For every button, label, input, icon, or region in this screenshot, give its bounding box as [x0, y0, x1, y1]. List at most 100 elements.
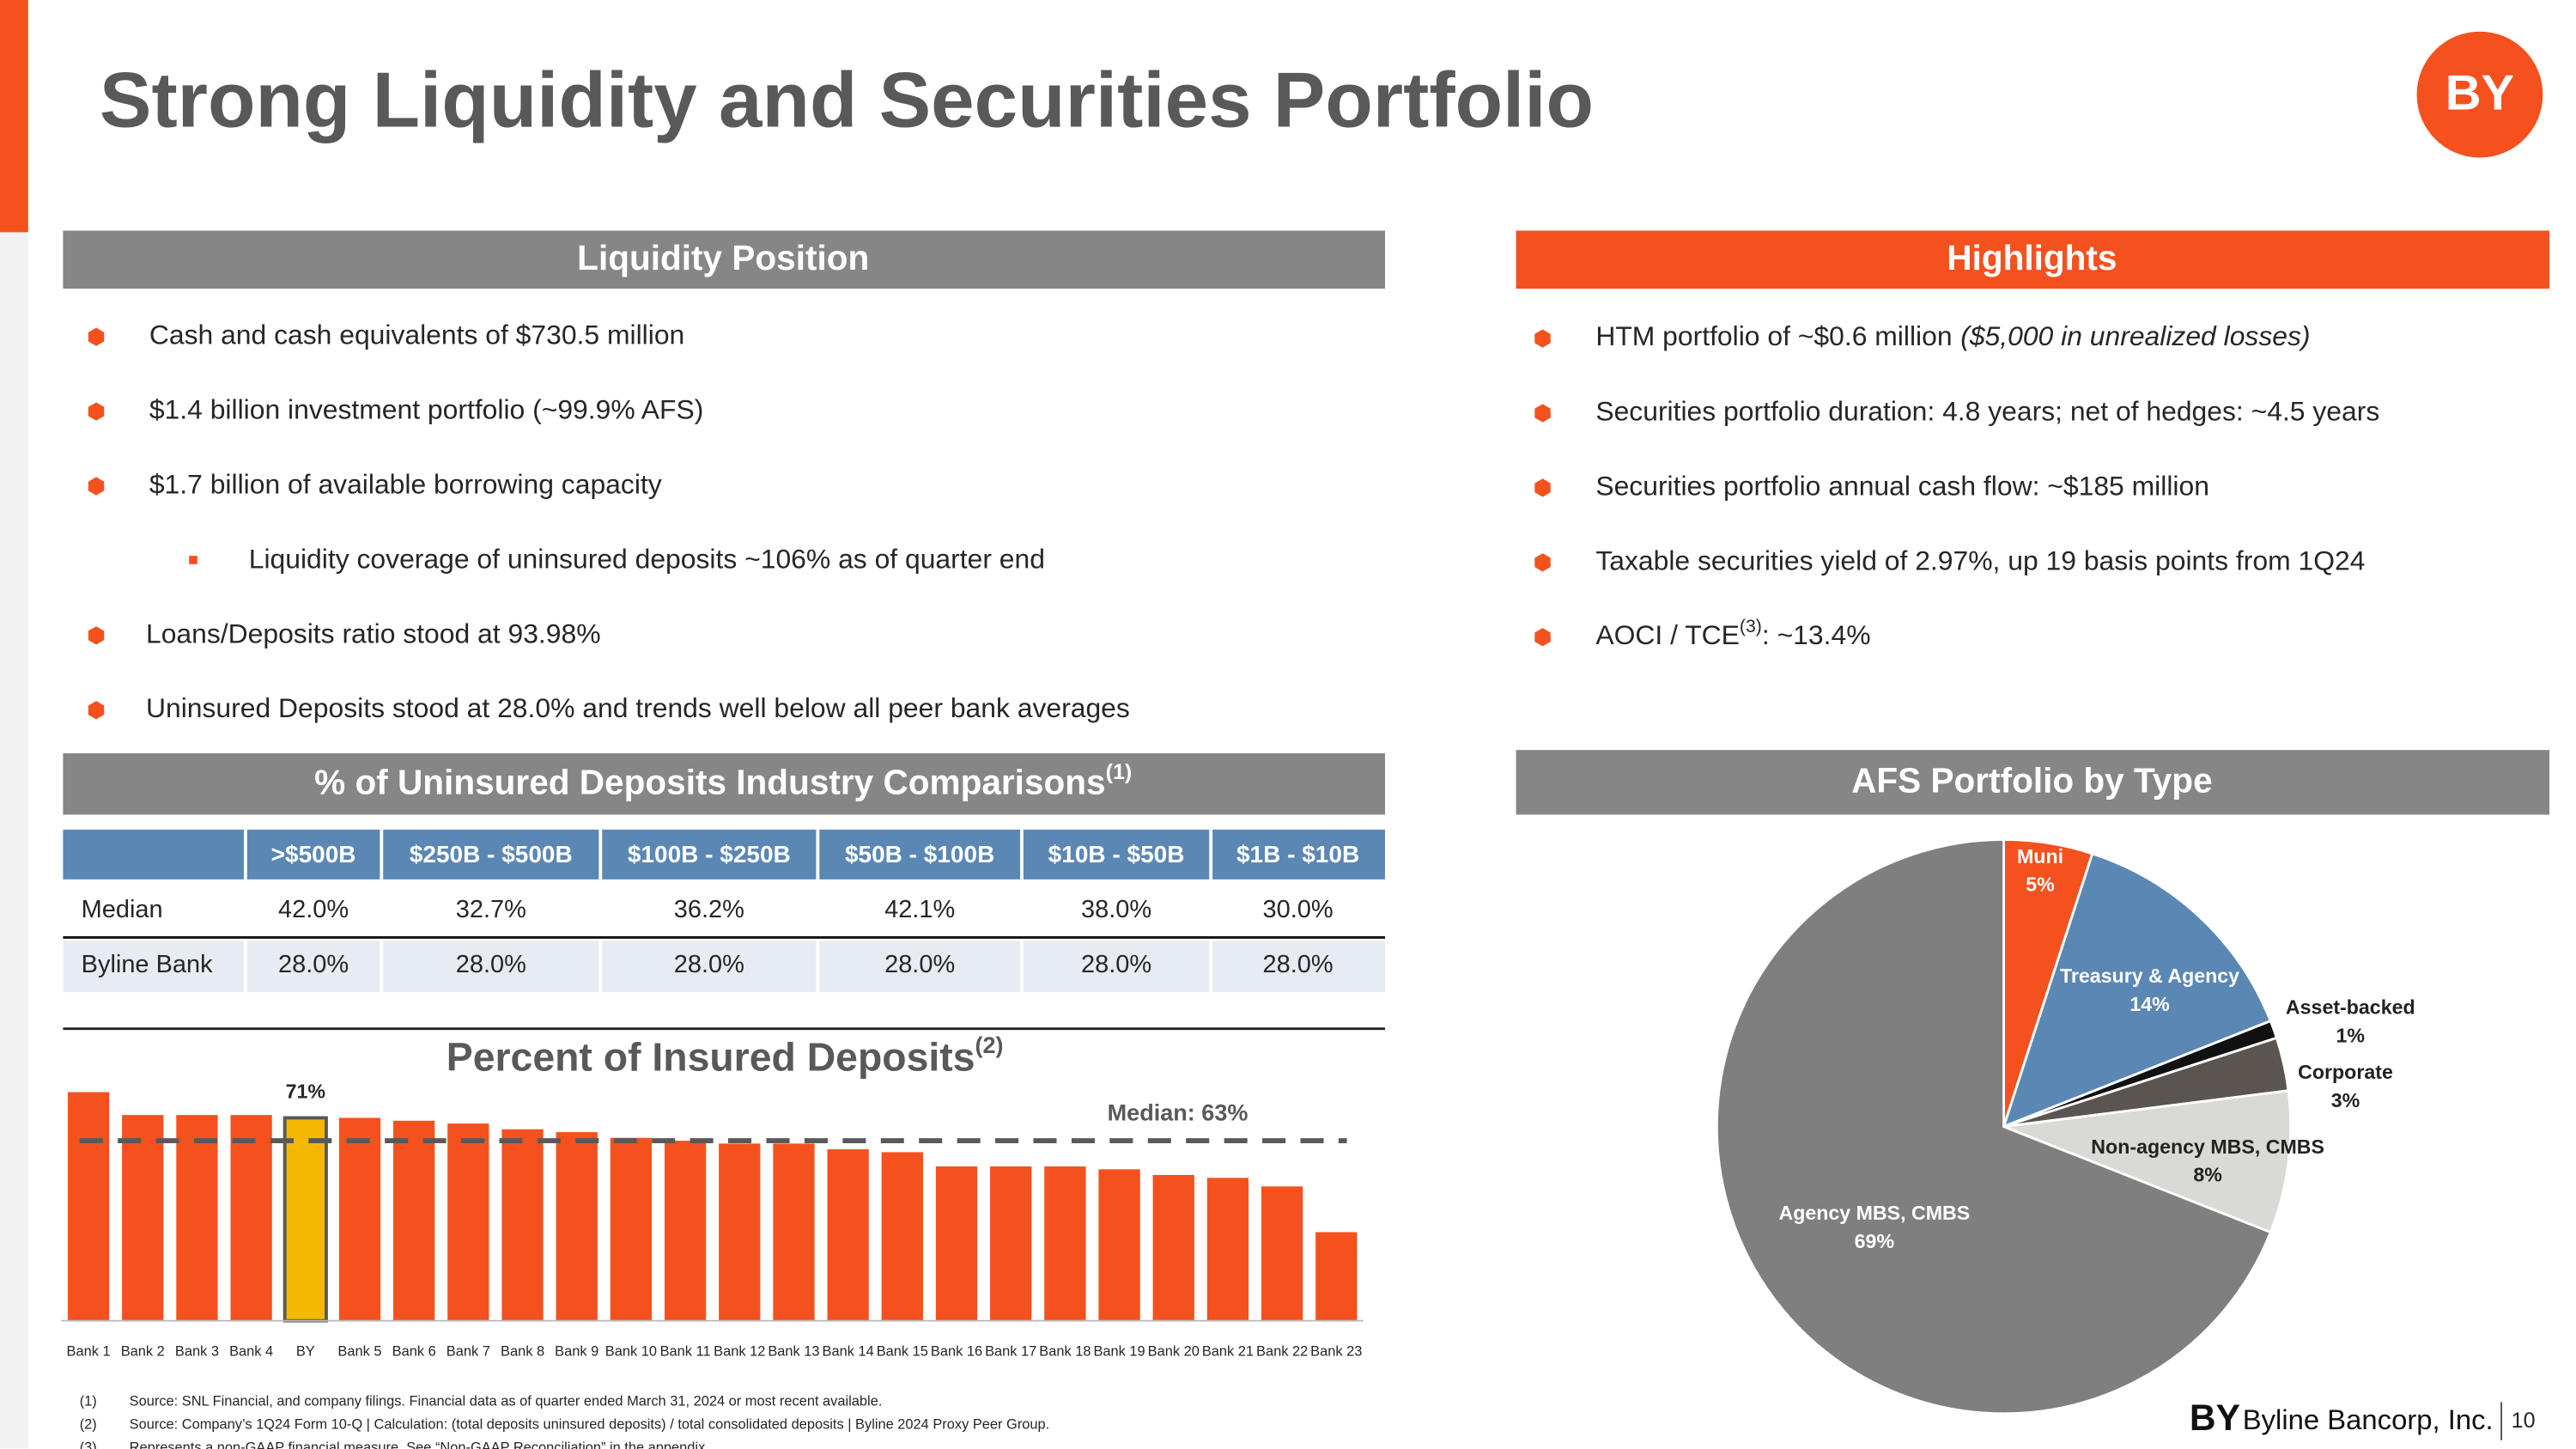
bullet-text: Taxable securities yield of 2.97%, up 19… — [1595, 545, 2365, 575]
x-tick-label: Bank 23 — [1310, 1344, 1362, 1360]
bar — [67, 1092, 110, 1321]
sub-bullet-icon — [189, 556, 197, 564]
bar — [176, 1115, 218, 1321]
section-heading: Liquidity Position — [577, 238, 869, 277]
pie-value-label: 3% — [2331, 1089, 2360, 1111]
page-number: 10 — [2512, 1409, 2536, 1433]
x-tick-label: Bank 10 — [605, 1344, 657, 1360]
bullet-part: AOCI / TCE — [1595, 619, 1740, 650]
x-tick-label: Bank 14 — [823, 1344, 874, 1360]
footnote-number: (1) — [80, 1394, 97, 1409]
table-row-bg — [63, 941, 1386, 993]
bullet-icon — [88, 626, 105, 645]
pie-value-label: 8% — [2193, 1164, 2222, 1186]
section-header — [63, 753, 1386, 815]
section-header — [1516, 750, 2550, 815]
side-strip — [0, 232, 28, 1449]
table-cell: 28.0% — [1081, 951, 1151, 978]
x-tick-label: Bank 15 — [877, 1344, 928, 1360]
x-tick-label: Bank 5 — [337, 1344, 381, 1360]
table-cell: 42.1% — [884, 896, 955, 923]
footnotes: (1) Source: SNL Financial, and company fi… — [80, 1394, 1049, 1449]
bullet-text: Securities portfolio annual cash flow: ~… — [1595, 470, 2209, 501]
bar — [1261, 1186, 1303, 1321]
bar — [447, 1123, 489, 1321]
pie-slice — [2002, 851, 2273, 1129]
x-tick-label: Bank 8 — [501, 1344, 544, 1360]
bullet-sup: (3) — [1740, 616, 1762, 636]
bar — [719, 1143, 761, 1321]
bullet-text: $1.4 billion investment portfolio (~99.9… — [149, 393, 703, 424]
table-header-row — [63, 829, 1386, 880]
bar — [283, 1116, 328, 1323]
footnote-text: Source: Company’s 1Q24 Form 10-Q | Calcu… — [130, 1417, 1050, 1433]
pie-value-label: 14% — [2129, 993, 2169, 1015]
table-column-header: $50B - $100B — [845, 841, 994, 868]
bullet-icon — [1534, 404, 1551, 423]
table-cell: 28.0% — [1263, 951, 1334, 978]
pie-label: Agency MBS, CMBS — [1778, 1202, 1970, 1224]
bullet-icon — [88, 402, 105, 421]
bar — [935, 1166, 978, 1321]
pie-label: Non-agency MBS, CMBS — [2091, 1135, 2324, 1158]
chart-title-sup: (2) — [975, 1032, 1004, 1058]
chart-title: Percent of Insured Deposits(2) — [447, 1032, 1004, 1080]
bullet-text: $1.7 billion of available borrowing capa… — [149, 468, 662, 499]
table-column-header: $250B - $500B — [410, 841, 573, 868]
x-tick-label: Bank 2 — [121, 1344, 165, 1360]
footnote-number: (2) — [80, 1417, 97, 1433]
pie-label: Asset-backed — [2286, 996, 2415, 1019]
bar — [773, 1143, 815, 1321]
table-cell: 42.0% — [278, 896, 349, 923]
pie-label: Muni — [2017, 845, 2063, 868]
table-cell: 32.7% — [456, 896, 526, 923]
x-tick-label: Bank 9 — [555, 1344, 598, 1360]
bullet-text: Securities portfolio duration: 4.8 years… — [1595, 395, 2379, 426]
x-tick-label: Bank 21 — [1202, 1344, 1254, 1360]
accent-strip — [0, 0, 28, 233]
table-cell: 30.0% — [1263, 896, 1334, 923]
bar-value-label: 71% — [286, 1081, 325, 1103]
table-cell: 28.0% — [456, 951, 526, 978]
median-label: Median: 63% — [1108, 1099, 1249, 1125]
table-cell: 38.0% — [1081, 896, 1151, 923]
bar — [881, 1152, 923, 1321]
bullet-text: Loans/Deposits ratio stood at 93.98% — [146, 618, 601, 648]
bar — [1206, 1178, 1249, 1321]
bar — [122, 1115, 164, 1321]
x-tick-label: Bank 6 — [392, 1344, 436, 1360]
footnote-text: Represents a non-GAAP financial measure.… — [130, 1440, 709, 1449]
bullet-text: HTM portfolio of ~$0.6 million ($5,000 in… — [1595, 321, 2310, 352]
logo-text: BY — [2445, 65, 2515, 120]
x-tick-label: Bank 7 — [447, 1344, 490, 1360]
bullet-icon — [88, 327, 105, 346]
x-tick-label: Bank 13 — [768, 1344, 819, 1360]
bullet-part: : ~13.4% — [1762, 619, 1871, 650]
x-tick-label: Bank 16 — [931, 1344, 982, 1360]
x-tick-label: Bank 22 — [1256, 1344, 1308, 1360]
logo — [2416, 31, 2543, 158]
pie-value-label: 69% — [1855, 1230, 1894, 1252]
footer-company: Byline Bancorp, Inc. — [2243, 1403, 2494, 1435]
bar — [393, 1120, 435, 1321]
table-cell: 28.0% — [884, 951, 955, 978]
table-column-header: >$500B — [271, 841, 356, 868]
bullet-text: Uninsured Deposits stood at 28.0% and tr… — [146, 692, 1130, 723]
section-heading: % of Uninsured Deposits Industry Compari… — [314, 760, 1132, 802]
table-column-header: $10B - $50B — [1048, 841, 1185, 868]
x-tick-label: Bank 19 — [1093, 1344, 1145, 1360]
x-tick-label: Bank 11 — [660, 1344, 711, 1360]
bar — [1044, 1166, 1086, 1321]
table-cell: 28.0% — [674, 951, 744, 978]
bar — [827, 1149, 869, 1321]
section-header — [63, 230, 1386, 289]
pie-label: Treasury & Agency — [2060, 965, 2239, 987]
bullet-text: AOCI / TCE(3): ~13.4% — [1595, 616, 1870, 650]
bullet-text: Cash and cash equivalents of $730.5 mill… — [149, 320, 684, 350]
x-tick-label: Bank 3 — [175, 1344, 219, 1360]
bar — [610, 1137, 653, 1321]
table-column-header: $100B - $250B — [628, 841, 791, 868]
bullet-note: ($5,000 in unrealized losses) — [1960, 321, 2310, 352]
heading-sup: (1) — [1106, 760, 1133, 784]
